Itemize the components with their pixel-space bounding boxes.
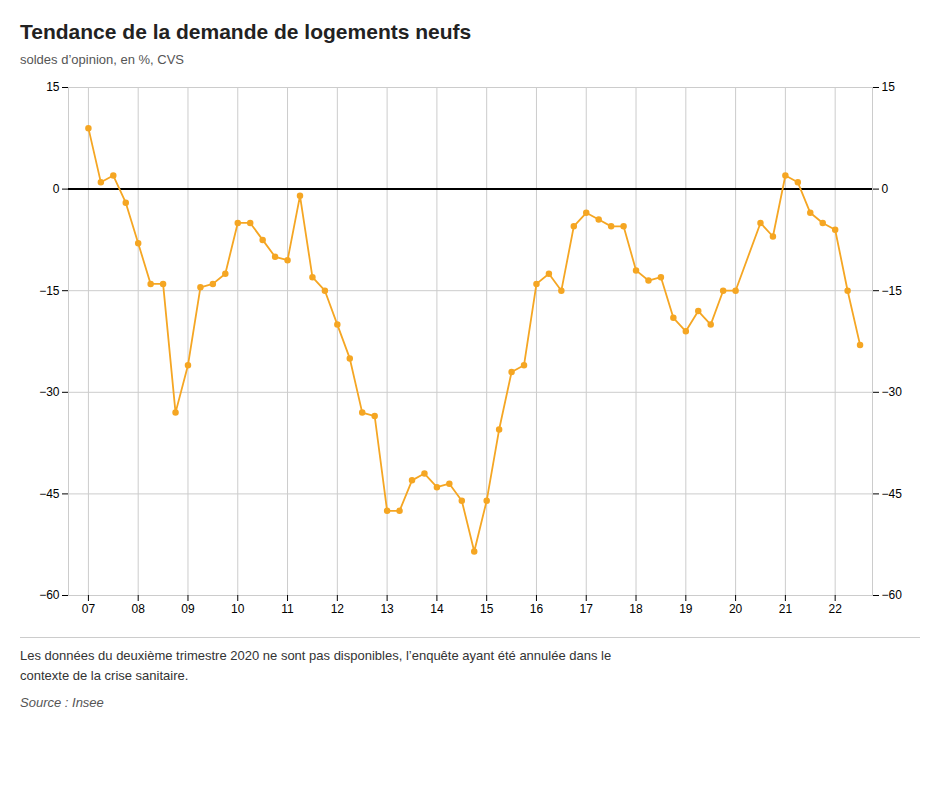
svg-text:0: 0 (53, 182, 60, 196)
svg-text:15: 15 (480, 602, 494, 616)
svg-text:19: 19 (679, 602, 693, 616)
svg-text:14: 14 (430, 602, 444, 616)
svg-text:07: 07 (82, 602, 96, 616)
svg-text:11: 11 (281, 602, 294, 616)
svg-text:−30: −30 (39, 385, 60, 399)
svg-text:−30: −30 (882, 385, 903, 399)
html-text:soldes d’opinion, en %, CVS: soldes d’opinion, en %, CVS (20, 52, 184, 67)
svg-text:−60: −60 (39, 588, 60, 602)
svg-text:0: 0 (882, 182, 889, 196)
svg-text:21: 21 (779, 602, 793, 616)
svg-text:15: 15 (46, 80, 60, 94)
svg-text:16: 16 (530, 602, 544, 616)
svg-text:15: 15 (882, 80, 896, 94)
svg-text:−45: −45 (39, 487, 60, 501)
svg-text:18: 18 (629, 602, 643, 616)
svg-text:−45: −45 (882, 487, 903, 501)
svg-text:08: 08 (132, 602, 146, 616)
svg-text:22: 22 (828, 602, 842, 616)
svg-text:17: 17 (580, 602, 594, 616)
svg-text:−15: −15 (39, 284, 60, 298)
svg-text:13: 13 (380, 602, 394, 616)
svg-text:10: 10 (231, 602, 245, 616)
svg-text:−15: −15 (882, 284, 903, 298)
svg-text:12: 12 (331, 602, 345, 616)
svg-text:20: 20 (729, 602, 743, 616)
svg-text:−60: −60 (882, 588, 903, 602)
html-text:Tendance de la demande de loge: Tendance de la demande de logements neuf… (20, 20, 472, 43)
html-text:Source : Insee: Source : Insee (20, 695, 104, 710)
svg-text:09: 09 (181, 602, 195, 616)
html-text:Les données du deuxième trimes: Les données du deuxième trimestre 2020 n… (20, 648, 612, 683)
